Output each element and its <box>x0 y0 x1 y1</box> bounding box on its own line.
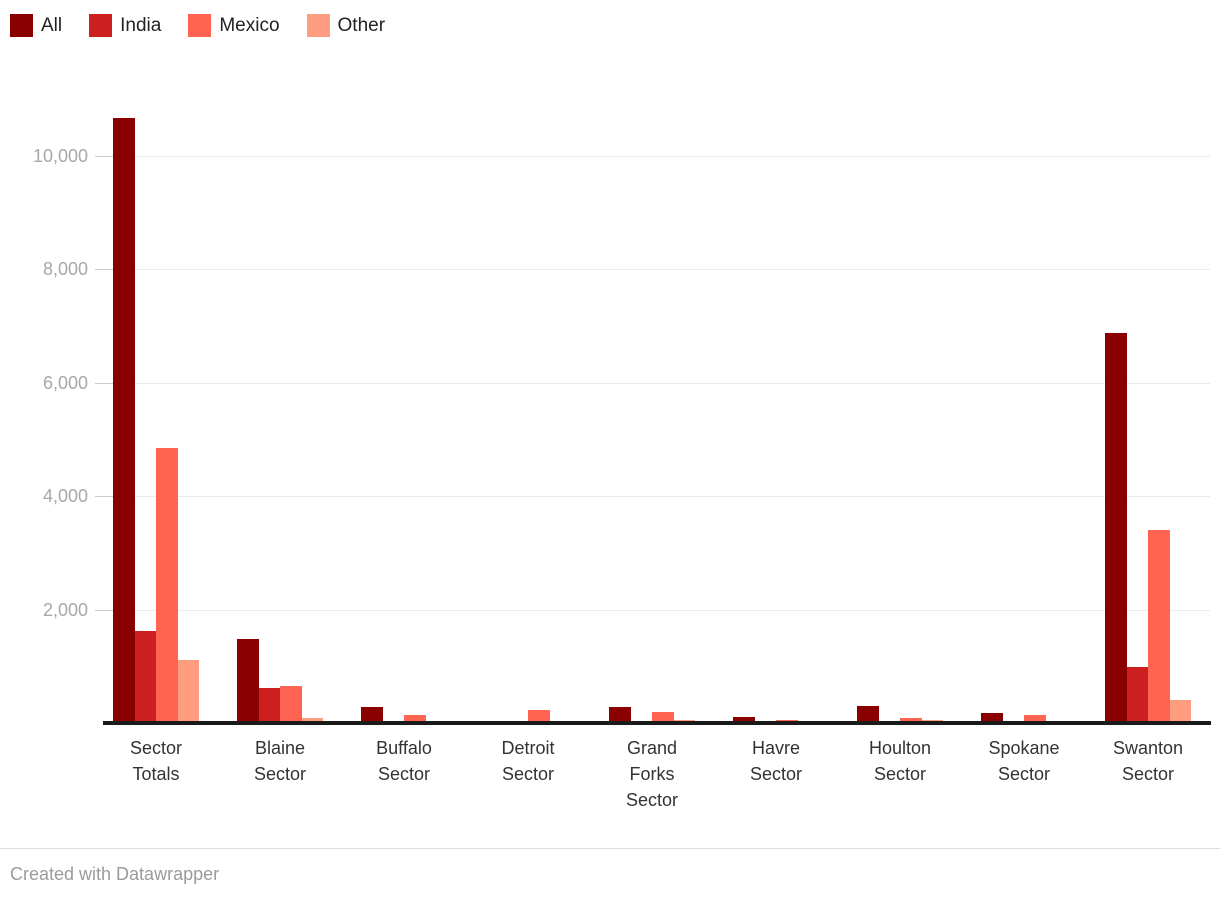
bar-all-sector-totals[interactable] <box>113 118 135 723</box>
bar-all-buffalo-sector[interactable] <box>361 707 383 723</box>
bar-other-swanton-sector[interactable] <box>1169 699 1191 723</box>
bar-mexico-houlton-sector[interactable] <box>900 718 922 723</box>
legend-swatch-icon <box>306 14 330 37</box>
x-axis-category-label: Spokane Sector <box>988 738 1060 784</box>
legend-item-mexico: Mexico <box>188 14 280 37</box>
bar-mexico-detroit-sector[interactable] <box>528 709 550 723</box>
bar-mexico-sector-totals[interactable] <box>156 448 178 723</box>
y-axis-tick-label: 10,000 <box>32 146 88 166</box>
legend-item-india: India <box>89 14 161 37</box>
bar-other-sector-totals[interactable] <box>177 660 199 723</box>
bar-mexico-spokane-sector[interactable] <box>1024 715 1046 723</box>
footer-divider <box>0 848 1220 849</box>
y-axis-tick <box>95 156 113 157</box>
bar-india-sector-totals[interactable] <box>134 631 156 723</box>
legend: All India Mexico Other <box>10 14 385 37</box>
legend-label: India <box>120 15 162 36</box>
x-axis-category-label: Houlton Sector <box>868 738 932 784</box>
legend-label: Mexico <box>219 15 280 36</box>
legend-label: All <box>41 15 63 36</box>
bar-mexico-swanton-sector[interactable] <box>1148 530 1170 723</box>
datawrapper-attribution-link[interactable]: Created with Datawrapper <box>10 864 220 884</box>
legend-swatch-icon <box>10 14 33 37</box>
bar-all-houlton-sector[interactable] <box>857 705 879 723</box>
x-axis-category-label: Sector Totals <box>129 738 183 784</box>
bar-mexico-buffalo-sector[interactable] <box>404 715 426 723</box>
gridline <box>105 382 1210 384</box>
bar-mexico-blaine-sector[interactable] <box>280 686 302 723</box>
x-axis-line <box>103 721 1211 725</box>
y-axis-tick-label: 8,000 <box>42 259 88 280</box>
y-axis-tick <box>95 269 113 271</box>
y-axis-tick <box>95 382 113 384</box>
gridline <box>105 496 1210 498</box>
gridline <box>105 269 1210 271</box>
x-axis-category-label: Detroit Sector <box>501 738 555 784</box>
bar-other-blaine-sector[interactable] <box>301 717 323 723</box>
x-axis-category-label: Buffalo Sector <box>376 738 432 784</box>
x-axis-category-label: Swanton Sector <box>1112 738 1184 784</box>
gridline <box>105 156 1210 157</box>
x-axis-category-label: Havre Sector <box>749 738 803 784</box>
legend-swatch-icon <box>89 14 113 37</box>
bar-all-havre-sector[interactable] <box>733 717 755 723</box>
y-axis-tick-label: 6,000 <box>42 372 88 393</box>
bar-all-swanton-sector[interactable] <box>1105 332 1127 723</box>
bar-all-grand-forks-sector[interactable] <box>609 707 631 723</box>
bar-india-swanton-sector[interactable] <box>1126 666 1148 723</box>
legend-label: Other <box>337 15 386 36</box>
y-axis-tick <box>95 496 113 498</box>
bar-all-blaine-sector[interactable] <box>237 639 259 723</box>
legend-swatch-icon <box>188 14 212 37</box>
legend-item-all: All <box>10 14 62 37</box>
x-axis-category-label: Blaine Sector <box>253 738 307 784</box>
y-axis-tick-label: 4,000 <box>42 486 88 507</box>
y-axis-tick-label: 2,000 <box>42 599 88 620</box>
y-axis-tick <box>95 609 113 611</box>
bar-india-blaine-sector[interactable] <box>258 687 280 723</box>
gridline <box>105 609 1210 611</box>
bar-mexico-grand-forks-sector[interactable] <box>652 712 674 723</box>
legend-item-other: Other <box>306 14 386 37</box>
bar-all-spokane-sector[interactable] <box>981 712 1003 723</box>
x-axis-category-label: Grand Forks Sector <box>625 738 679 810</box>
